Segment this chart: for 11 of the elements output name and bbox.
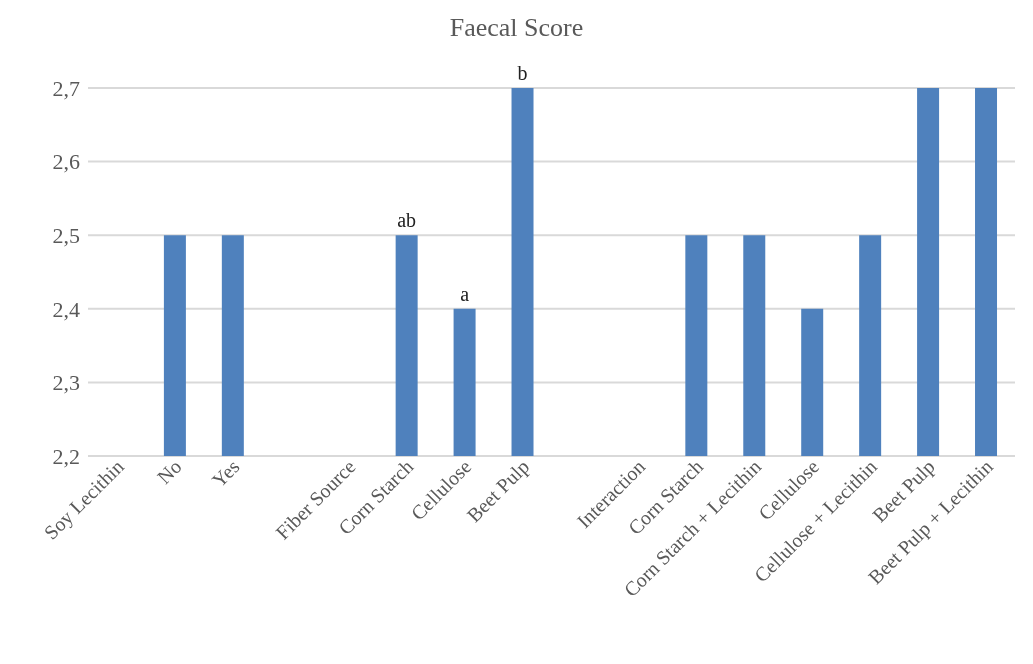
x-tick-label: No xyxy=(152,455,186,489)
y-tick-label: 2,5 xyxy=(52,223,80,249)
annotation: a xyxy=(460,282,470,305)
annotation: b xyxy=(517,62,528,84)
y-tick-label: 2,3 xyxy=(52,370,80,396)
y-tick-label: 2,6 xyxy=(52,149,80,175)
y-tick-label: 2,4 xyxy=(52,296,80,322)
x-tick-label: Yes xyxy=(207,455,244,492)
y-tick-label: 2,7 xyxy=(52,75,80,101)
annotation: ab xyxy=(397,209,417,232)
chart-title: Faecal Score xyxy=(448,12,585,44)
